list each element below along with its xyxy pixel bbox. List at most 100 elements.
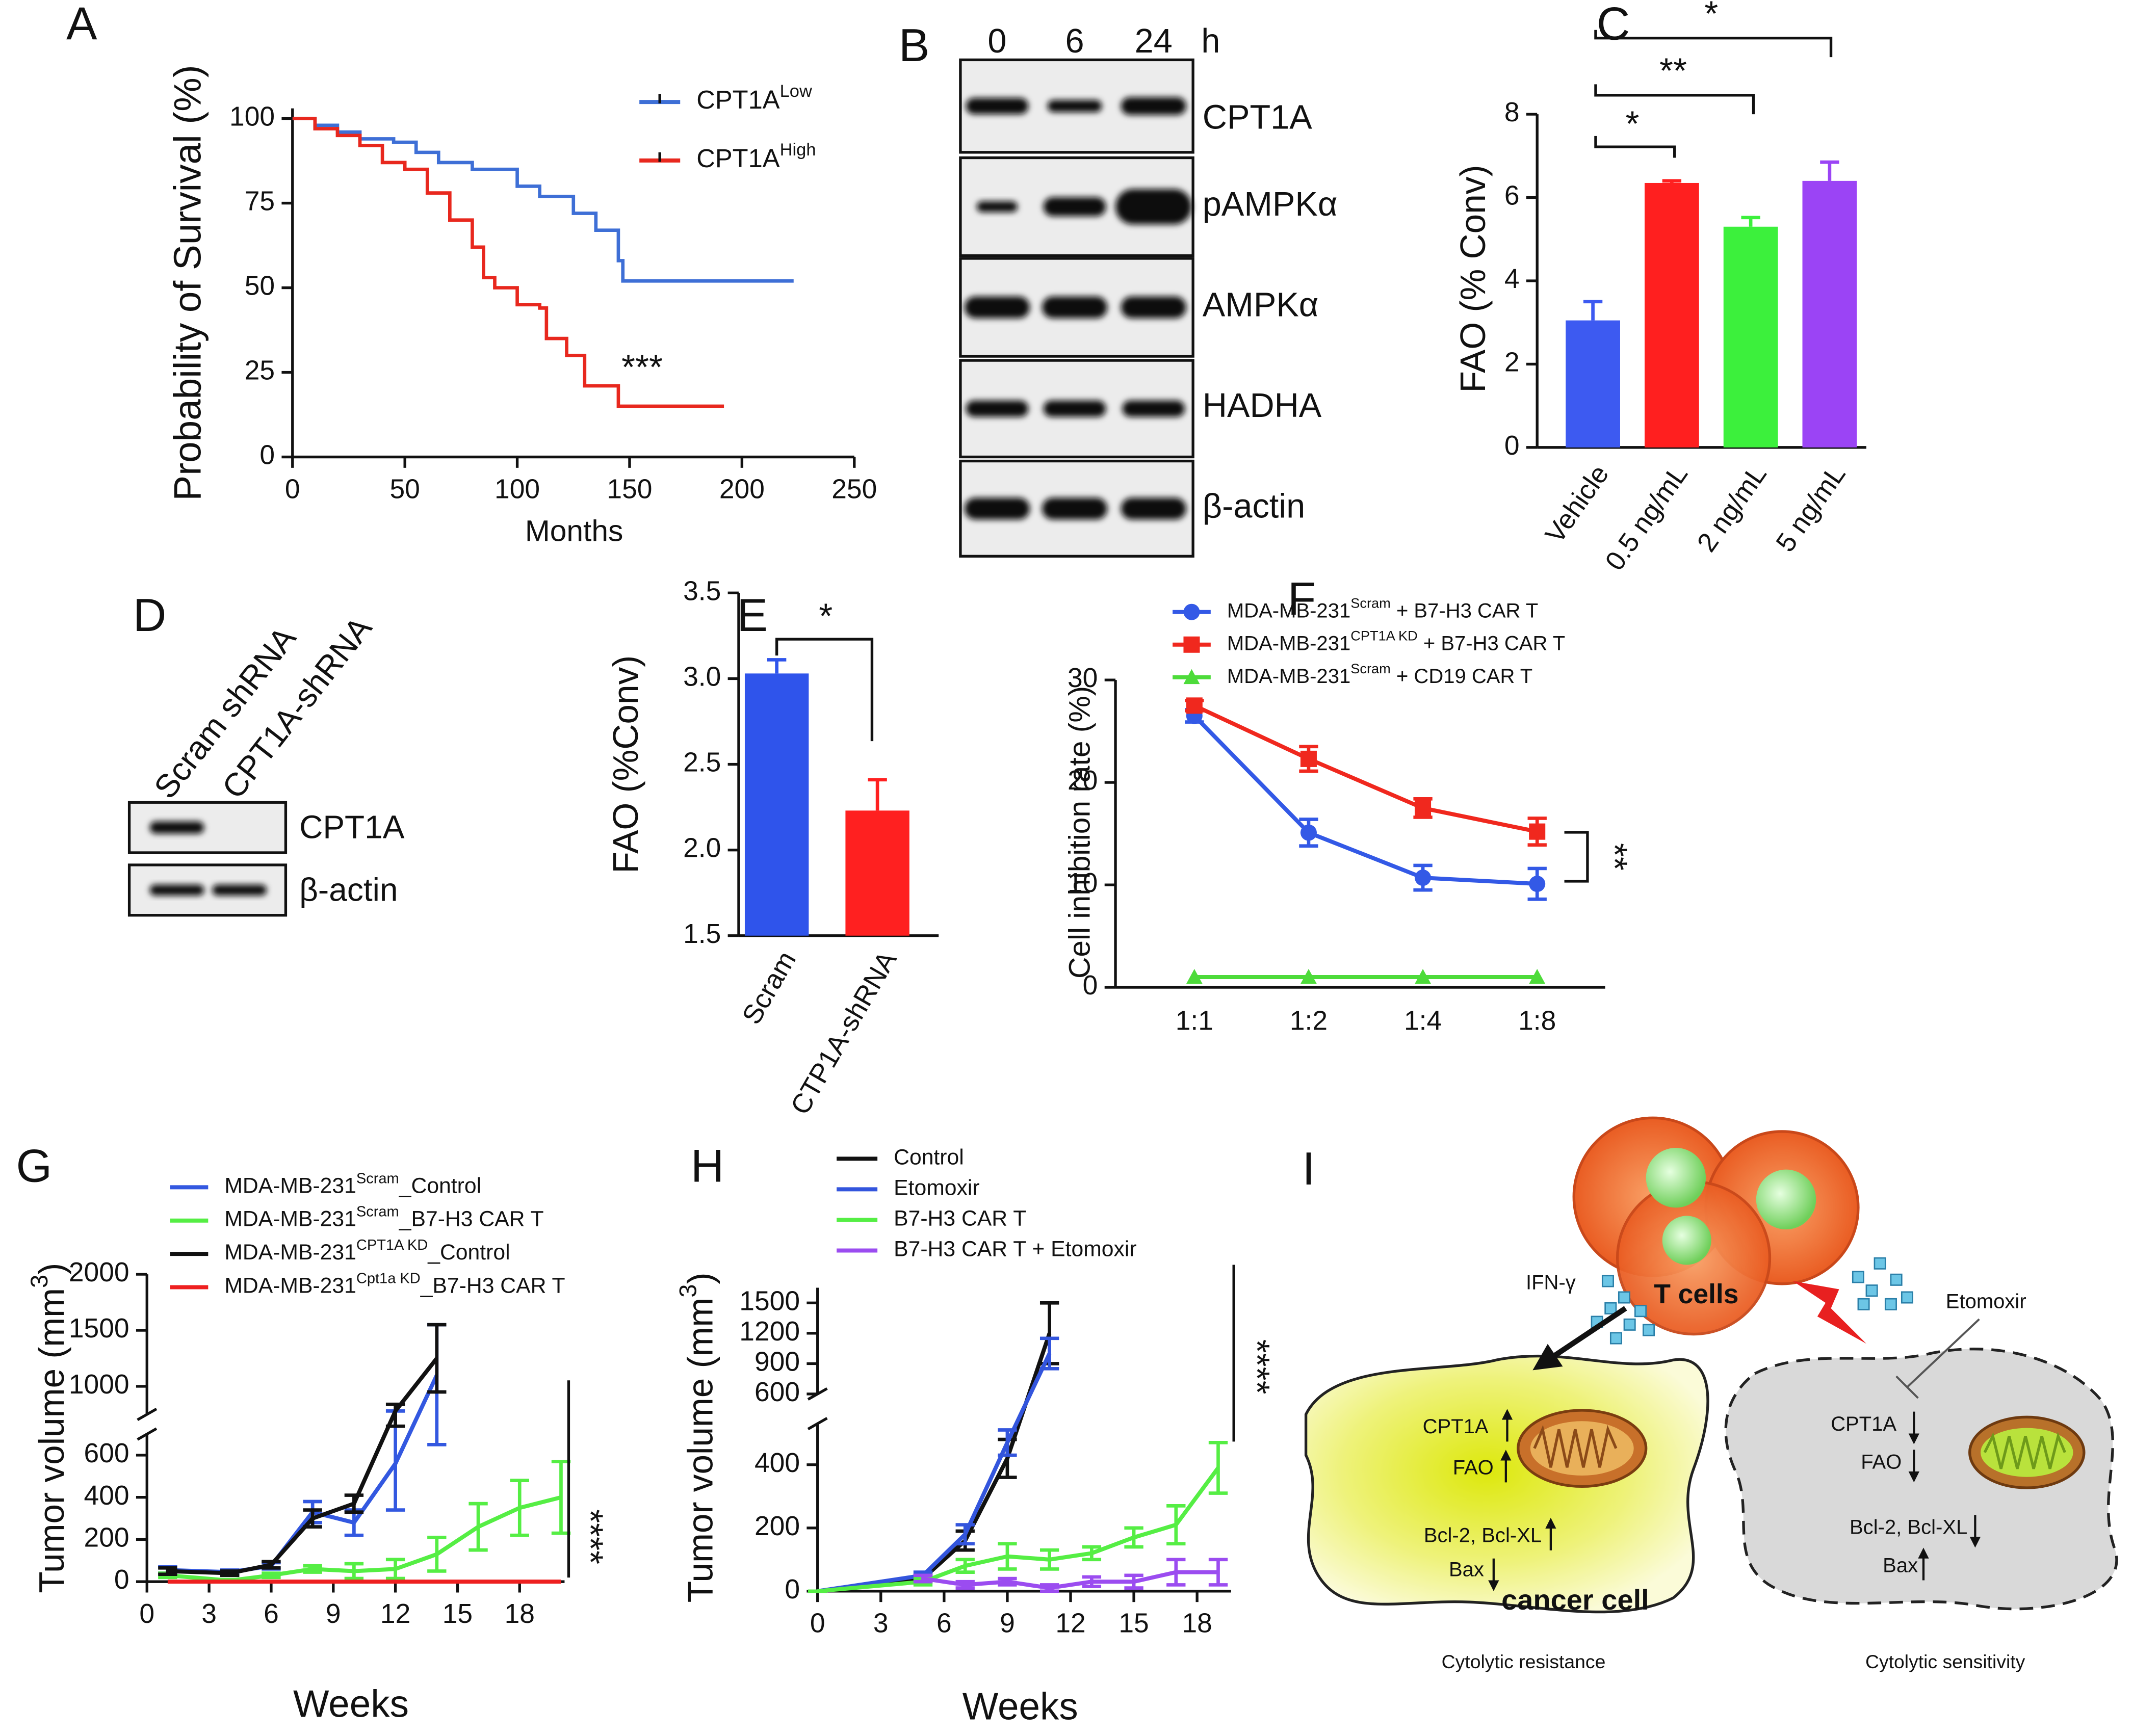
text-part: CPT1A bbox=[696, 86, 780, 115]
y-axis-title: FAO (%Conv) bbox=[606, 655, 645, 874]
y-axis-title: Probability of Survival (%) bbox=[166, 65, 209, 501]
axis-break bbox=[807, 1417, 828, 1431]
legend-label: B7-H3 CAR T bbox=[894, 1206, 1026, 1231]
legend-label: CPT1AHigh bbox=[696, 140, 816, 173]
y-tick-label: 100 bbox=[229, 102, 275, 132]
text-part: _Control bbox=[399, 1174, 481, 1198]
blot-band bbox=[149, 821, 204, 834]
schematic-labels: IFN-γ T cells Etomoxir CPT1A FAO Bcl-2, … bbox=[1423, 1271, 2026, 1672]
x-tick-label: 250 bbox=[831, 474, 877, 504]
y-tick-label: 400 bbox=[755, 1448, 800, 1478]
text-part: MDA-MB-231 bbox=[224, 1240, 356, 1265]
superscript: CPT1A KD bbox=[1350, 627, 1418, 643]
text-part: Tumor volume (mm bbox=[681, 1298, 720, 1603]
text-part: _B7-H3 CAR T bbox=[399, 1207, 544, 1231]
panel-letter: I bbox=[1302, 1143, 1315, 1195]
x-axis-title: Weeks bbox=[293, 1682, 409, 1725]
text-part: Etomoxir bbox=[894, 1176, 979, 1200]
legend-label: MDA-MB-231Scram_B7-H3 CAR T bbox=[224, 1203, 543, 1231]
row-label: CPT1A bbox=[299, 809, 405, 846]
x-tick-label: 1:4 bbox=[1404, 1006, 1442, 1036]
legend-label: Control bbox=[894, 1145, 964, 1170]
y-tick-label: 200 bbox=[84, 1523, 129, 1553]
bar bbox=[1566, 320, 1620, 448]
y-tick-label: 1000 bbox=[69, 1370, 129, 1400]
lightning bbox=[1792, 1281, 1866, 1344]
bar bbox=[1802, 180, 1857, 448]
blot-band bbox=[1043, 197, 1106, 217]
superscript: Cpt1a KD bbox=[356, 1270, 421, 1286]
y-tick-label: 0 bbox=[259, 440, 275, 470]
western-blot: 0 6 24 h CPT1A pAMPKα AMPKα HADHA β-acti… bbox=[959, 22, 1337, 558]
blot-band bbox=[976, 201, 1018, 213]
y-tick-label: 1500 bbox=[69, 1313, 129, 1344]
y-axis-title: Cell inhibition rate (%) bbox=[1063, 686, 1096, 979]
x-axis-title: Months bbox=[525, 514, 623, 547]
x-tick-label: 0 bbox=[139, 1599, 154, 1629]
label: T cells bbox=[1654, 1279, 1738, 1309]
label: IFN-γ bbox=[1526, 1271, 1576, 1294]
y-tick-label: 75 bbox=[245, 187, 275, 217]
label: Bax bbox=[1449, 1558, 1484, 1581]
significance-bracket bbox=[1594, 136, 1676, 158]
blot-band bbox=[1043, 400, 1106, 417]
axis-break bbox=[137, 1427, 158, 1441]
panel-letter: G bbox=[16, 1141, 53, 1192]
blot-band bbox=[212, 884, 267, 896]
mitochondrion bbox=[1968, 1415, 2086, 1489]
annotation: * bbox=[1704, 0, 1718, 33]
point bbox=[1186, 969, 1203, 984]
survival-curve bbox=[292, 117, 724, 408]
superscript: Scram bbox=[356, 1203, 399, 1220]
text-part: + B7-H3 CAR T bbox=[1391, 599, 1538, 622]
line bbox=[817, 1466, 1220, 1593]
x-tick-label: 150 bbox=[607, 474, 652, 504]
nucleus bbox=[1646, 1147, 1706, 1208]
change-arrows bbox=[1488, 1409, 1981, 1591]
y-axis-title: Tumor volume (mm3) bbox=[25, 1263, 71, 1593]
x-tick-label: CTP1A-shRNA bbox=[785, 946, 903, 1120]
legend-marker bbox=[1183, 636, 1200, 653]
y-tick-label: 3.5 bbox=[683, 576, 721, 606]
label: CPT1A bbox=[1423, 1415, 1489, 1438]
y-tick-label: 4 bbox=[1504, 264, 1520, 294]
panel-letter: B bbox=[899, 20, 930, 71]
text-part: ) bbox=[681, 1272, 720, 1284]
panel-letter: D bbox=[133, 590, 167, 641]
y-tick-label: 0 bbox=[1083, 970, 1098, 1001]
x-tick-label: 0 bbox=[810, 1609, 825, 1639]
blot-band bbox=[964, 296, 1030, 319]
text-part: Cell inhibition rate (%) bbox=[1063, 686, 1096, 979]
panel-letter: E bbox=[737, 590, 768, 641]
row-label: β-actin bbox=[299, 871, 398, 908]
panel-letter: A bbox=[66, 0, 97, 49]
label: FAO bbox=[1453, 1456, 1494, 1479]
text-part: FAO (%Conv) bbox=[606, 655, 645, 874]
x-tick-label: 50 bbox=[389, 474, 420, 504]
cancer-cell bbox=[1304, 1354, 1709, 1614]
x-tick-label: 2 ng/mL bbox=[1692, 460, 1773, 558]
superscript: Scram bbox=[1350, 660, 1391, 676]
text-part: FAO (% Conv) bbox=[1453, 165, 1493, 392]
label: FAO bbox=[1861, 1451, 1902, 1474]
survival-curve bbox=[292, 117, 794, 283]
y-tick-label: 10 bbox=[1068, 868, 1098, 898]
blot-band bbox=[1122, 400, 1185, 417]
row-label: β-actin bbox=[1203, 488, 1305, 525]
legend-label: Etomoxir bbox=[894, 1176, 979, 1200]
y-tick-label: 2 bbox=[1504, 348, 1520, 378]
bar bbox=[1723, 226, 1778, 448]
y-tick-label: 20 bbox=[1068, 766, 1098, 796]
row-label: HADHA bbox=[1203, 387, 1322, 425]
blot-band bbox=[1047, 100, 1102, 113]
line bbox=[167, 1495, 562, 1583]
y-tick-label: 400 bbox=[84, 1481, 129, 1511]
x-tick-label: 5 ng/mL bbox=[1771, 460, 1852, 558]
lane-label: 24 bbox=[1135, 22, 1173, 60]
text-part: Control bbox=[894, 1145, 964, 1170]
label: CPT1A bbox=[1831, 1413, 1896, 1435]
text-part: Probability of Survival (%) bbox=[166, 65, 209, 501]
y-tick-label: 50 bbox=[245, 271, 275, 301]
blot-band bbox=[966, 98, 1029, 115]
